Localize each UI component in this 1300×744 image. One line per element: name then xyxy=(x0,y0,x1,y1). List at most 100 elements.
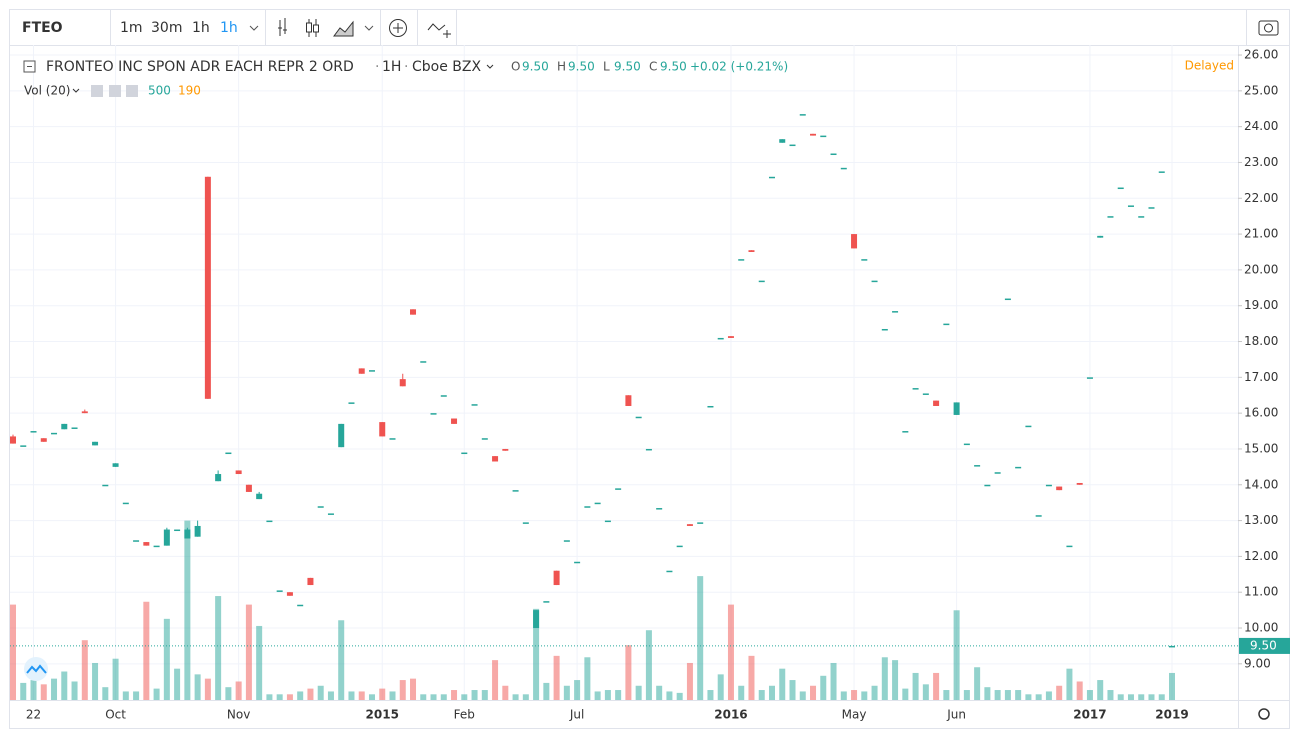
interval-active[interactable]: 1h xyxy=(220,20,238,36)
volume-bar xyxy=(625,645,632,700)
volume-bar xyxy=(471,690,478,700)
settings-icon[interactable] xyxy=(109,85,121,97)
candle-body xyxy=(604,520,611,523)
candle-body xyxy=(327,513,334,515)
volume-bar xyxy=(225,687,232,700)
candle-body xyxy=(215,474,222,482)
settings-icon[interactable] xyxy=(1258,708,1270,720)
candle-body xyxy=(358,368,365,374)
candle-body xyxy=(861,259,868,261)
logo[interactable] xyxy=(26,664,47,674)
volume-bar xyxy=(92,662,99,700)
candle-body xyxy=(902,431,909,433)
volume-bar xyxy=(1015,690,1022,700)
eye-icon[interactable] xyxy=(91,85,103,97)
ohlc-value: 9.50 xyxy=(568,60,595,74)
area-icon[interactable] xyxy=(333,20,354,37)
volume-bar xyxy=(368,694,375,700)
volume-bar xyxy=(697,576,704,700)
volume-bar xyxy=(81,640,88,700)
candle-body xyxy=(697,522,704,524)
volume-bar xyxy=(727,604,734,700)
candle-body xyxy=(810,133,817,136)
candle-body xyxy=(1015,466,1022,469)
candle-body xyxy=(174,529,181,532)
candle-body xyxy=(20,445,27,447)
volume-bar xyxy=(984,687,991,700)
candle-body xyxy=(245,484,252,492)
interval[interactable]: 30m xyxy=(151,20,182,36)
volume-bar xyxy=(1117,694,1124,700)
snapshot-icon[interactable] xyxy=(1264,23,1273,33)
volume-bar xyxy=(799,691,806,700)
volume-bar xyxy=(358,691,365,700)
candle-body xyxy=(594,502,601,505)
y-tick-label: 23.00 xyxy=(1244,155,1278,169)
candle-body xyxy=(1158,171,1165,173)
candles-icon[interactable] xyxy=(306,22,312,33)
volume-bar xyxy=(61,671,68,700)
volume-bar xyxy=(553,655,560,700)
dropdown-icon[interactable] xyxy=(364,25,374,31)
y-tick-label: 14.00 xyxy=(1244,477,1278,491)
volume-bar xyxy=(327,691,334,700)
candle-body xyxy=(1076,482,1083,485)
compare-icon[interactable] xyxy=(427,23,451,38)
volume-bar xyxy=(574,680,581,700)
volume-bar xyxy=(420,694,427,700)
candles-icon[interactable] xyxy=(313,24,319,33)
y-tick-label: 16.00 xyxy=(1244,406,1278,420)
volume-bar xyxy=(851,690,858,700)
snapshot-icon[interactable] xyxy=(1258,20,1279,36)
candle-body xyxy=(1066,545,1073,548)
candle-body xyxy=(461,452,468,455)
interval[interactable]: 1m xyxy=(120,20,143,36)
candle-body xyxy=(256,493,263,500)
volume-bar xyxy=(615,690,622,700)
candle-body xyxy=(912,388,919,390)
candle-body xyxy=(1138,216,1145,218)
volume-bar xyxy=(933,672,940,700)
y-tick-label: 17.00 xyxy=(1244,370,1278,384)
candle-body xyxy=(10,436,16,444)
candle-body xyxy=(666,570,673,573)
candle-body xyxy=(194,525,201,537)
candle-body xyxy=(789,144,796,147)
volume-bar xyxy=(840,691,847,700)
ohlc-label: H xyxy=(557,60,566,74)
candle-body xyxy=(92,441,99,446)
ohlc-value: 9.50 xyxy=(614,60,641,74)
y-tick-label: 19.00 xyxy=(1244,298,1278,312)
volume-bar xyxy=(645,630,652,700)
ohlc-label: L xyxy=(603,60,610,74)
candle-body xyxy=(748,250,755,252)
volume-value: 500 xyxy=(148,84,171,98)
logo[interactable] xyxy=(24,657,48,681)
candle-body xyxy=(512,490,519,492)
bars-icon[interactable] xyxy=(278,18,287,36)
candle-body xyxy=(1148,207,1155,209)
dropdown-icon[interactable] xyxy=(486,64,494,69)
y-tick-label: 22.00 xyxy=(1244,191,1278,205)
candle-body xyxy=(922,393,929,395)
indicator-icon[interactable] xyxy=(393,23,403,33)
symbol[interactable]: FTEO xyxy=(22,20,63,36)
dropdown-icon[interactable] xyxy=(72,88,80,93)
interval[interactable]: 1h xyxy=(192,20,210,36)
volume-bar xyxy=(112,658,119,700)
volume-value: 190 xyxy=(178,84,201,98)
volume-bar xyxy=(717,674,724,700)
volume-bar xyxy=(1035,694,1042,700)
candle-body xyxy=(830,153,837,156)
volume-bar xyxy=(286,694,293,700)
candle-body xyxy=(81,411,88,414)
volume-bar xyxy=(594,691,601,700)
candle-body xyxy=(430,413,437,415)
x-tick-label: Feb xyxy=(454,708,475,722)
remove-icon[interactable] xyxy=(126,85,138,97)
indicator-icon[interactable] xyxy=(389,19,407,37)
dropdown-icon[interactable] xyxy=(249,25,259,31)
candle-body xyxy=(184,529,191,539)
candle-body xyxy=(492,456,499,462)
